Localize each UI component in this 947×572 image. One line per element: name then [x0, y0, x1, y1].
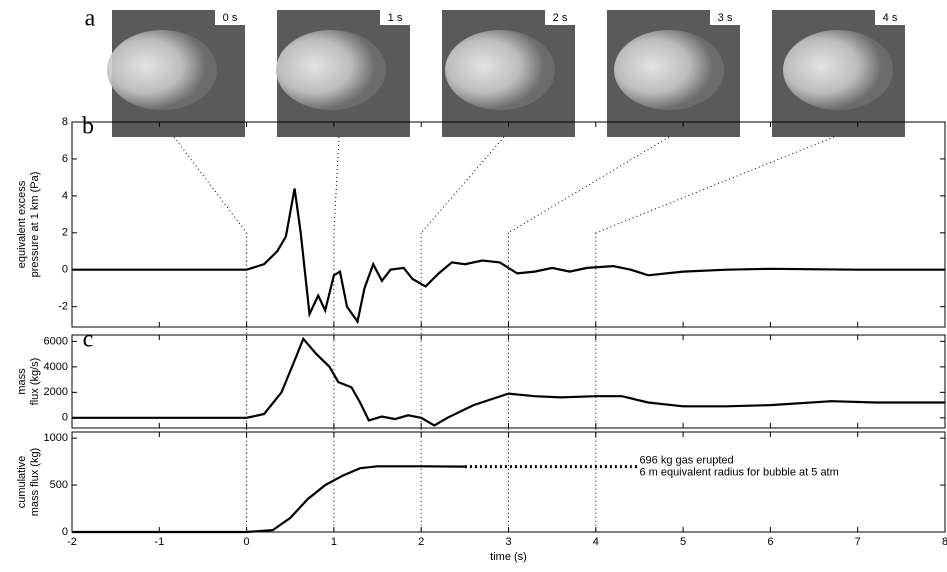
y-axis-label-line: cumulative	[16, 456, 28, 509]
panel-label: a	[85, 6, 96, 32]
y-tick-label: 4	[62, 190, 68, 202]
x-tick-label: 3	[505, 536, 511, 548]
photo-label-box	[875, 10, 905, 25]
photo-plume	[276, 30, 386, 110]
photo-connector	[508, 136, 670, 234]
photo-plume	[614, 30, 724, 110]
photo-connector	[173, 136, 247, 234]
x-tick-label: 1	[331, 536, 337, 548]
y-tick-label: -2	[58, 301, 68, 313]
photo-label-box	[215, 10, 245, 25]
y-axis-label: equivalent excesspressure at 1 km (Pa)	[16, 172, 41, 278]
photo-label-box	[380, 10, 410, 25]
photo-plume	[445, 30, 555, 110]
x-tick-label: 5	[680, 536, 686, 548]
panel-label: b	[82, 114, 94, 140]
x-tick-label: 6	[767, 536, 773, 548]
photo-label: 1 s	[388, 12, 403, 24]
y-tick-label: 8	[62, 116, 68, 128]
photo-label: 4 s	[883, 12, 898, 24]
annotation: 6 m equivalent radius for bubble at 5 at…	[639, 467, 838, 479]
y-axis-label: massflux (kg/s)	[16, 358, 41, 406]
photo-label-box	[710, 10, 740, 25]
x-tick-label: -1	[154, 536, 164, 548]
photo-label-box	[545, 10, 575, 25]
data-line	[72, 336, 945, 427]
y-axis-label: cumulativemass flux (kg)	[16, 448, 41, 516]
y-tick-label: 2	[62, 227, 68, 239]
y-tick-label: 1000	[44, 432, 68, 444]
x-tick-label: 2	[418, 536, 424, 548]
y-axis-label-line: mass flux (kg)	[29, 448, 41, 516]
axes-box	[71, 121, 946, 328]
annotation: 696 kg gas erupted	[639, 455, 733, 467]
photo-plume	[107, 30, 217, 110]
y-tick-label: 4000	[44, 361, 68, 373]
photo-connector	[595, 136, 835, 234]
x-tick-label: 7	[855, 536, 861, 548]
panel-label: c	[83, 327, 94, 353]
y-tick-label: 0	[62, 412, 68, 424]
photo-label: 0 s	[223, 12, 238, 24]
y-axis-label-line: pressure at 1 km (Pa)	[29, 172, 41, 278]
y-axis-label-line: flux (kg/s)	[29, 358, 41, 406]
y-tick-label: 6000	[44, 335, 68, 347]
photo-label: 2 s	[553, 12, 568, 24]
photo-plume	[783, 30, 893, 110]
x-tick-label: 4	[593, 536, 599, 548]
photo-connector	[333, 136, 340, 233]
y-tick-label: 6	[62, 153, 68, 165]
x-tick-label: 8	[942, 536, 947, 548]
data-line	[72, 465, 465, 534]
y-tick-label: 500	[50, 479, 68, 491]
x-axis-label: time (s)	[490, 551, 527, 563]
x-tick-label: -2	[67, 536, 77, 548]
y-tick-label: 0	[62, 264, 68, 276]
data-line	[72, 188, 945, 325]
photo-connector	[420, 136, 505, 234]
photo-label: 3 s	[718, 12, 733, 24]
y-axis-label-line: equivalent excess	[16, 180, 28, 268]
y-axis-label-line: mass	[16, 368, 28, 395]
x-tick-label: 0	[244, 536, 250, 548]
y-tick-label: 0	[62, 526, 68, 538]
y-tick-label: 2000	[44, 386, 68, 398]
